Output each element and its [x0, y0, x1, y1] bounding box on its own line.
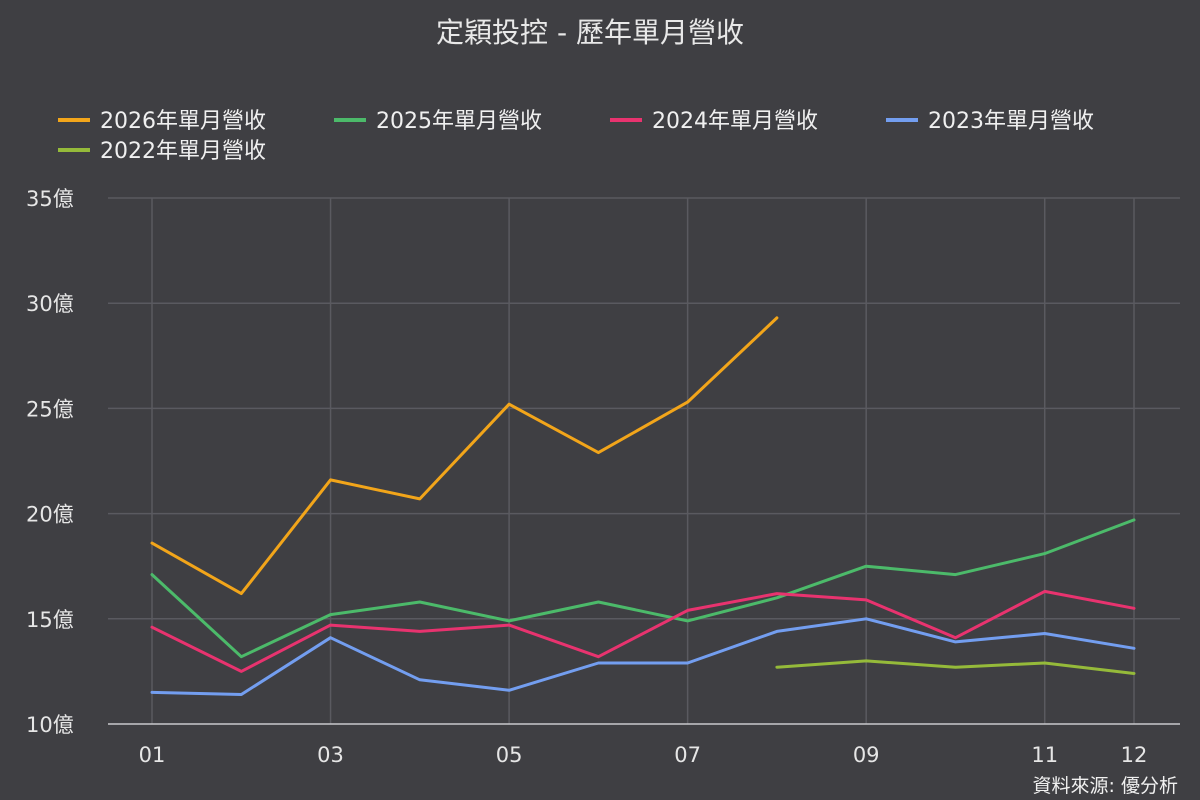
legend-label: 2025年單月營收	[376, 109, 542, 134]
x-tick-label: 11	[1031, 743, 1058, 767]
x-tick-label: 05	[496, 743, 523, 767]
legend-label: 2024年單月營收	[652, 109, 818, 134]
y-tick-label: 30億	[26, 292, 74, 316]
x-tick-label: 01	[139, 743, 166, 767]
y-axis-ticks: 35億 30億 25億 20億 15億 10億	[26, 187, 74, 737]
legend: 2026年單月營收 2025年單月營收 2024年單月營收 2023年單月營收 2022…	[58, 109, 1094, 164]
series-line-5	[775, 659, 1136, 675]
x-axis-ticks: 01 03 05 07 09 11 12	[139, 743, 1148, 767]
legend-label: 2022年單月營收	[100, 139, 266, 164]
legend-label: 2023年單月營收	[928, 109, 1094, 134]
y-tick-label: 35億	[26, 187, 74, 211]
series-lines	[150, 316, 1136, 696]
gridlines	[108, 197, 1180, 725]
x-tick-label: 09	[853, 743, 880, 767]
x-tick-label: 03	[317, 743, 344, 767]
chart-title: 定穎投控 - 歷年單月營收	[436, 16, 744, 49]
x-tick-label: 07	[674, 743, 701, 767]
x-tick-label: 12	[1121, 743, 1148, 767]
y-tick-label: 10億	[26, 713, 74, 737]
y-tick-label: 25億	[26, 397, 74, 421]
series-line-2	[150, 518, 1136, 659]
series-line-1	[150, 316, 779, 596]
y-tick-label: 20億	[26, 503, 74, 527]
source-note: 資料來源: 優分析	[1033, 775, 1178, 797]
y-tick-label: 15億	[26, 608, 74, 632]
series-line-4	[150, 617, 1136, 696]
legend-label: 2026年單月營收	[100, 109, 266, 134]
series-line-3	[150, 589, 1136, 673]
